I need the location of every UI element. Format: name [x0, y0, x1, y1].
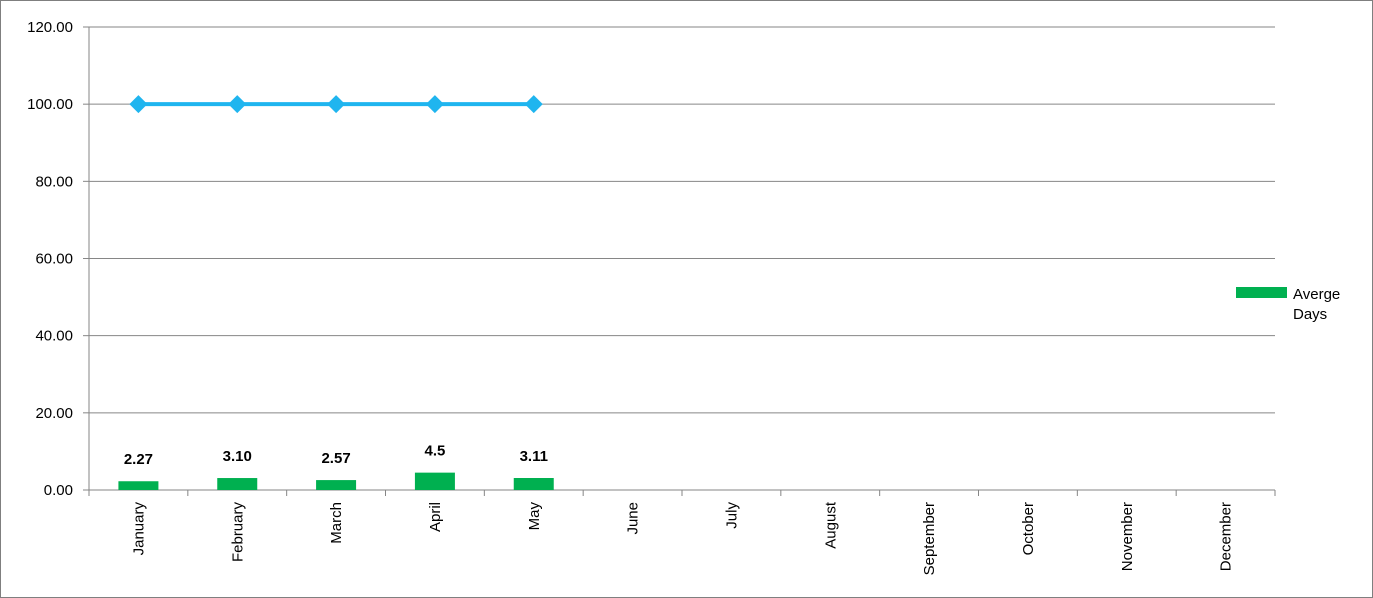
data-labels: 2.27 3.10 2.57 4.5 3.11	[124, 443, 548, 469]
legend: Averge Days	[1236, 286, 1340, 323]
bar	[414, 472, 455, 490]
data-label: 4.5	[424, 443, 445, 460]
x-tick-label: February	[229, 502, 246, 563]
x-tick-label: April	[427, 502, 444, 532]
data-label: 2.27	[124, 451, 153, 468]
line-marker	[129, 95, 148, 114]
x-tick-label: September	[921, 502, 938, 575]
y-tick-label: 0.00	[44, 482, 73, 499]
y-tick-label: 80.00	[35, 173, 73, 190]
data-label: 3.11	[520, 448, 548, 465]
legend-label: Averge	[1293, 286, 1340, 303]
line-marker	[228, 95, 247, 114]
bar	[217, 478, 258, 490]
axes: 0.00 20.00 40.00 60.00 80.00 100.00 120.00 Janu…	[27, 19, 1276, 575]
data-label: 3.10	[223, 448, 252, 465]
x-tick-label: October	[1020, 502, 1037, 555]
bar	[316, 480, 357, 490]
bar	[513, 478, 554, 490]
line-marker	[327, 95, 346, 114]
x-tick-label: November	[1119, 502, 1136, 571]
line-marker	[524, 95, 543, 114]
legend-swatch	[1236, 287, 1287, 298]
y-tick-label: 100.00	[27, 96, 73, 113]
x-tick-label: January	[130, 502, 147, 556]
gridlines	[89, 26, 1275, 414]
bar-series	[118, 472, 554, 490]
y-tick-label: 60.00	[35, 251, 73, 268]
x-tick-label: June	[625, 502, 642, 535]
x-tick-label: August	[822, 501, 839, 549]
line-series	[129, 95, 543, 114]
x-tick-label: December	[1218, 502, 1235, 571]
data-label: 2.57	[321, 450, 350, 467]
line-marker	[425, 95, 444, 114]
y-tick-label: 120.00	[27, 19, 73, 36]
x-tick-label: March	[328, 502, 345, 544]
y-tick-label: 20.00	[35, 405, 73, 422]
x-tick-label: May	[526, 502, 543, 531]
y-tick-label: 40.00	[35, 328, 73, 345]
x-tick-label: July	[723, 502, 740, 529]
legend-label: Days	[1293, 306, 1327, 323]
bar	[118, 481, 159, 490]
